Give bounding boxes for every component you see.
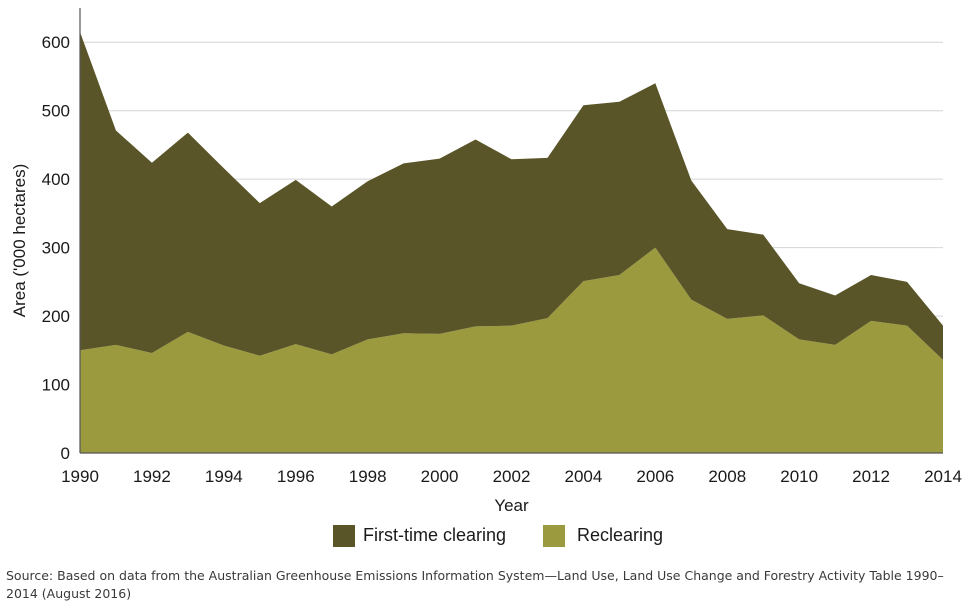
x-tick-label-2006: 2006 (636, 467, 674, 486)
legend-swatch-reclearing (543, 525, 565, 547)
y-tick-label-300: 300 (42, 239, 70, 258)
legend-label-reclearing: Reclearing (577, 525, 663, 545)
axes (79, 8, 943, 454)
area-chart: 0 100 200 300 400 500 600 1990 1992 1994 1996 1998… (10, 8, 962, 547)
x-tick-label-1994: 1994 (205, 467, 243, 486)
x-tick-label-2004: 2004 (565, 467, 603, 486)
legend-swatch-first-time-clearing (333, 525, 355, 547)
x-tick-label-1996: 1996 (277, 467, 315, 486)
x-tick-label-1990: 1990 (61, 467, 99, 486)
x-tick-labels: 1990 1992 1994 1996 1998 2000 2002 2004 2006 2008… (61, 467, 962, 486)
x-tick-label-1992: 1992 (133, 467, 171, 486)
y-tick-label-200: 200 (42, 307, 70, 326)
x-tick-label-2014: 2014 (924, 467, 962, 486)
area-first-time-clearing (80, 31, 943, 360)
x-tick-label-1998: 1998 (349, 467, 387, 486)
y-tick-labels: 0 100 200 300 400 500 600 (42, 33, 70, 463)
y-tick-label-0: 0 (61, 444, 70, 463)
x-tick-label-2000: 2000 (421, 467, 459, 486)
x-axis-title: Year (494, 496, 529, 515)
x-tick-label-2012: 2012 (852, 467, 890, 486)
legend: First-time clearing Reclearing (333, 525, 663, 547)
x-tick-label-2008: 2008 (708, 467, 746, 486)
y-tick-label-100: 100 (42, 376, 70, 395)
legend-label-first-time-clearing: First-time clearing (363, 525, 506, 545)
y-axis-title: Area ('000 hectares) (10, 164, 29, 318)
y-tick-label-600: 600 (42, 33, 70, 52)
y-tick-label-400: 400 (42, 170, 70, 189)
area-series (80, 31, 943, 453)
x-tick-label-2002: 2002 (493, 467, 531, 486)
area-reclearing (80, 247, 943, 453)
y-tick-label-500: 500 (42, 102, 70, 121)
x-tick-label-2010: 2010 (780, 467, 818, 486)
source-note: Source: Based on data from the Australia… (6, 568, 944, 601)
